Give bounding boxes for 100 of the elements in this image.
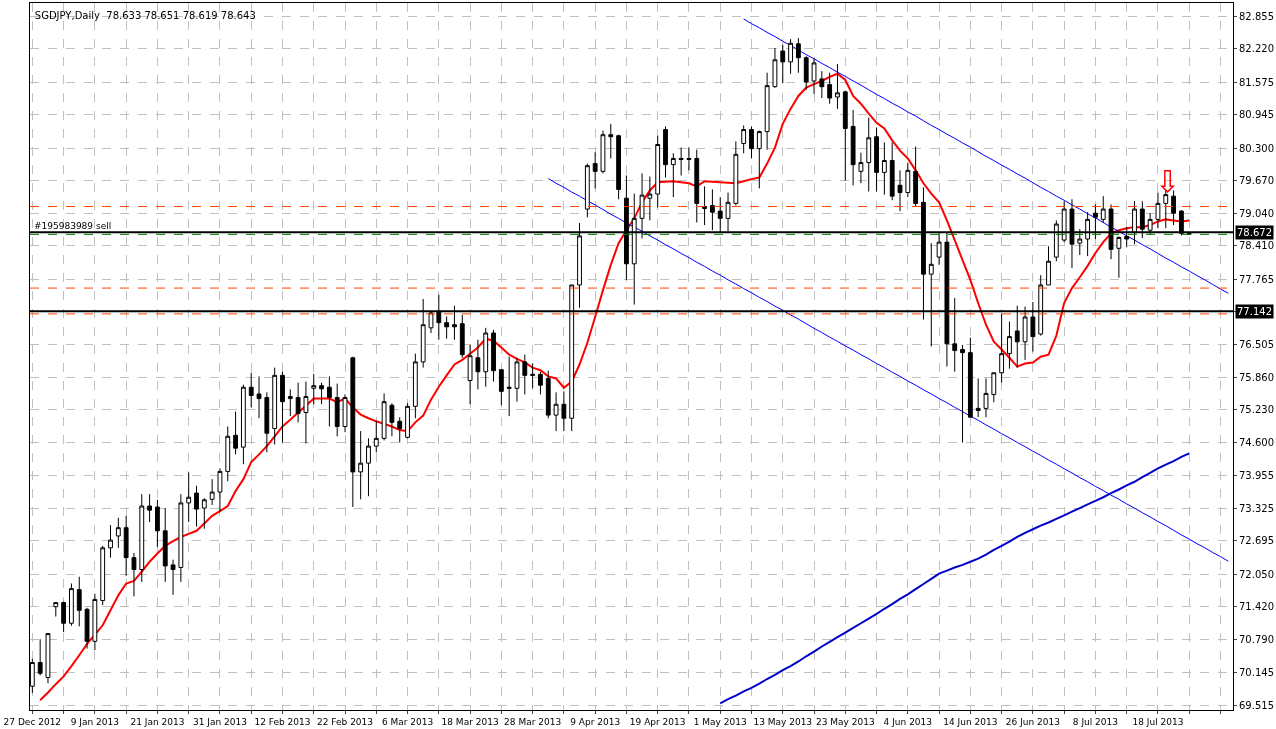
candlestick (366, 437, 371, 497)
candlestick (53, 602, 59, 618)
candlestick (975, 377, 981, 418)
y-tick-label: 72.050 (1239, 568, 1274, 580)
y-tick-label: 70.790 (1239, 633, 1274, 645)
ref-line-label: 78.672 (1237, 227, 1272, 238)
x-tick-label: 18 Jul 2013 (1132, 716, 1184, 727)
candlestick (483, 327, 489, 388)
candlestick (147, 493, 153, 523)
candlestick (319, 382, 324, 405)
x-tick-label: 26 Jun 2013 (1005, 716, 1060, 727)
candlestick (897, 169, 903, 212)
candlestick (874, 126, 879, 192)
candlestick (670, 152, 676, 198)
line-series (719, 452, 1191, 705)
x-tick-label: 9 Apr 2013 (570, 716, 621, 727)
candlestick (983, 377, 989, 418)
candlestick (92, 593, 98, 651)
candlestick (1100, 195, 1106, 224)
x-tick-label: 22 Feb 2013 (317, 716, 374, 727)
candlestick (123, 515, 129, 577)
candlestick (108, 524, 113, 559)
x-tick-label: 1 May 2013 (693, 716, 747, 727)
y-tick-label: 75.230 (1239, 404, 1274, 416)
candlestick (561, 390, 567, 432)
candlestick (530, 362, 536, 389)
candlestick (115, 517, 121, 549)
candlestick (741, 124, 747, 154)
x-tick-label: 8 Jul 2013 (1072, 716, 1119, 727)
candlestick (702, 185, 707, 226)
candlestick (240, 384, 246, 465)
candlestick (866, 117, 872, 192)
candlestick (45, 633, 51, 684)
x-tick-label: 4 Jun 2013 (883, 716, 933, 727)
candlestick (538, 371, 543, 395)
candlestick (772, 47, 778, 89)
candlestick (194, 485, 199, 528)
y-tick-label: 81.575 (1239, 76, 1274, 88)
candlestick (498, 369, 504, 406)
annotation: ⇩ (1155, 164, 1181, 199)
candlestick (694, 149, 700, 223)
candlestick (647, 176, 653, 221)
x-tick-label: 28 Mar 2013 (504, 716, 562, 727)
text: SGDJPY,Daily 78.633 78.651 78.619 78.643 (34, 10, 256, 22)
candlestick (600, 130, 606, 174)
candlestick (756, 130, 762, 189)
candlestick (608, 123, 614, 159)
candlestick (803, 55, 809, 91)
candlestick (201, 497, 207, 530)
candlestick (764, 72, 770, 151)
candlestick (506, 356, 512, 417)
y-tick-label: 76.505 (1239, 338, 1274, 350)
candlestick (311, 373, 317, 405)
candlestick (272, 367, 278, 446)
candlestick (412, 353, 418, 419)
candlestick (264, 391, 270, 453)
candlestick (960, 344, 965, 443)
candlestick (889, 141, 895, 201)
candlestick (881, 141, 887, 196)
y-tick-label: 73.325 (1239, 502, 1274, 514)
x-tick-label: 18 Mar 2013 (441, 716, 499, 727)
candlestick (991, 372, 997, 403)
candlestick (350, 356, 356, 508)
candlestick (1046, 245, 1051, 286)
candlestick (389, 402, 395, 437)
y-tick-label: 78.410 (1239, 240, 1274, 252)
candlestick (491, 329, 496, 383)
candlestick (811, 58, 817, 95)
candlestick (295, 382, 301, 423)
candlestick (592, 151, 598, 189)
candlestick (522, 354, 528, 395)
candlestick (76, 576, 82, 627)
candlestick (209, 478, 215, 506)
y-tick-label: 82.855 (1239, 10, 1274, 22)
candlestick (444, 315, 450, 340)
ref-line-label: 77.142 (1237, 306, 1272, 317)
y-tick-label: 69.515 (1239, 699, 1274, 711)
candlestick (405, 402, 410, 439)
x-tick-label: 23 May 2013 (815, 716, 875, 727)
candlestick (819, 70, 825, 99)
candlestick (381, 392, 387, 441)
candlestick (905, 162, 911, 198)
candlestick (373, 420, 379, 453)
candlestick (467, 344, 473, 405)
candlestick (139, 493, 145, 583)
candlestick (545, 370, 551, 419)
candlestick (131, 552, 137, 597)
candlestick (835, 63, 840, 110)
candlestick (334, 383, 340, 437)
y-tick-label: 77.765 (1239, 273, 1274, 285)
x-tick-label: 14 Jun 2013 (943, 716, 998, 727)
candlestick (326, 375, 332, 427)
candlestick (84, 607, 90, 650)
y-tick-label: 72.695 (1239, 535, 1274, 547)
candlestick (37, 638, 43, 676)
x-tick-label: 19 Apr 2013 (629, 716, 686, 727)
candlestick (967, 337, 973, 418)
candlestick (155, 499, 160, 548)
candlestick (686, 147, 692, 171)
candlestick (1116, 235, 1122, 279)
